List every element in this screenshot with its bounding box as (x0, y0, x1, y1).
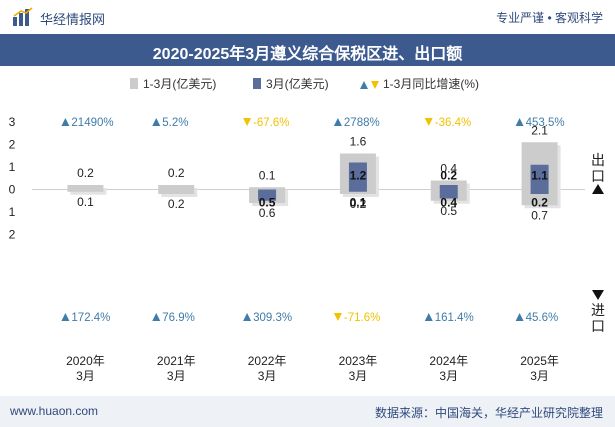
export-growth-up-triangle-icon (61, 118, 70, 126)
y-tick-label: 1 (9, 205, 16, 219)
import-cumulative-label: 0.6 (259, 206, 276, 220)
import-cumulative-label: 0.7 (531, 208, 548, 222)
export-growth-up-triangle-icon (333, 118, 342, 126)
monthly-import-bar (530, 189, 549, 194)
x-category-label: 2020年 (66, 354, 105, 368)
y-tick-label: 1 (9, 160, 16, 174)
monthly-export-bar (348, 162, 367, 190)
import-cumulative-label: 0.1 (77, 195, 94, 209)
x-category-label: 2025年 (520, 354, 559, 368)
import-monthly-label: 0.1 (350, 196, 367, 210)
import-growth-label: 45.6% (526, 312, 559, 324)
export-cumulative-label: 0.4 (440, 162, 457, 176)
import-monthly-label: 0.5 (259, 196, 276, 210)
x-category-label: 3月 (439, 369, 458, 383)
import-growth-down-triangle-icon (333, 313, 342, 321)
x-category-label: 3月 (349, 369, 368, 383)
export-cumulative-label: 1.6 (350, 135, 367, 149)
export-monthly-label: 1.1 (531, 169, 548, 183)
export-cumulative-label: 0.1 (259, 168, 276, 182)
import-growth-label: 161.4% (435, 312, 474, 324)
export-cumulative-label: 0.2 (77, 166, 94, 180)
legend-swatch-cumulative (130, 78, 138, 89)
legend-down-triangle-icon (371, 81, 379, 89)
export-monthly-label: 1.2 (350, 169, 367, 183)
import-growth-up-triangle-icon (61, 313, 70, 321)
up-triangle-icon (592, 184, 604, 194)
export-growth-label: -36.4% (435, 117, 471, 129)
export-growth-up-triangle-icon (152, 118, 161, 126)
title-bar: 2020-2025年3月遵义综合保税区进、出口额 (0, 34, 615, 66)
x-category-label: 3月 (258, 369, 277, 383)
import-growth-up-triangle-icon (424, 313, 433, 321)
monthly-import-bar (439, 189, 458, 199)
import-growth-label: 172.4% (71, 312, 110, 324)
chart-area: 1-3月(亿美元) 3月(亿美元) 1-3月同比增速(%)3210120.20.12… (9, 76, 585, 383)
import-growth-label: 309.3% (253, 312, 292, 324)
y-tick-label: 2 (9, 138, 16, 152)
export-growth-up-triangle-icon (515, 118, 524, 126)
export-growth-label: 2788% (344, 117, 380, 129)
y-tick-label: 3 (9, 115, 16, 129)
down-triangle-icon (592, 290, 604, 300)
x-category-label: 2021年 (157, 354, 196, 368)
legend-swatch-monthly (253, 78, 261, 89)
x-category-label: 2023年 (339, 354, 378, 368)
legend-label: 1-3月同比增速(%) (383, 77, 479, 91)
import-growth-up-triangle-icon (152, 313, 161, 321)
x-category-label: 2024年 (429, 354, 468, 368)
monthly-import-bar (258, 189, 277, 201)
y-tick-label: 0 (9, 183, 16, 197)
footer-bar: www.huaon.com 数据来源：中国海关，华经产业研究院整理 (0, 396, 615, 427)
monthly-export-bar (439, 185, 458, 190)
import-growth-up-triangle-icon (243, 313, 252, 321)
top-bar: 华经情报网 专业严谨 • 客观科学 (0, 0, 615, 34)
monthly-import-bar (348, 189, 367, 192)
export-growth-down-triangle-icon (243, 118, 252, 126)
footer-source: 数据来源：中国海关，华经产业研究院整理 (374, 406, 603, 420)
legend-label: 1-3月(亿美元) (143, 76, 216, 91)
x-category-label: 3月 (167, 369, 186, 383)
import-cumulative-label: 0.2 (350, 197, 367, 211)
tagline: 专业严谨 • 客观科学 (496, 11, 603, 25)
import-growth-label: -71.6% (344, 312, 380, 324)
import-monthly-label: 0.4 (440, 196, 457, 210)
brand-logo-icon (13, 7, 33, 26)
x-category-label: 2022年 (248, 354, 287, 368)
export-growth-label: 5.2% (162, 117, 188, 129)
cumulative-bar (67, 185, 104, 192)
import-cumulative-label: 0.5 (440, 204, 457, 218)
import-monthly-label: 0.2 (531, 196, 548, 210)
cumulative-bar (158, 185, 195, 194)
footer-website: www.huaon.com (10, 404, 99, 418)
export-cumulative-label: 2.1 (531, 123, 548, 137)
legend-up-triangle-icon (360, 81, 368, 89)
export-growth-label: -67.6% (253, 117, 289, 129)
import-side-label: 进口 (591, 302, 605, 334)
import-growth-up-triangle-icon (515, 313, 524, 321)
brand-name: 华经情报网 (40, 12, 106, 27)
y-tick-label: 2 (9, 228, 16, 242)
x-category-label: 3月 (76, 369, 95, 383)
export-growth-down-triangle-icon (424, 118, 433, 126)
chart-title: 2020-2025年3月遵义综合保税区进、出口额 (152, 46, 463, 63)
import-cumulative-label: 0.2 (168, 197, 185, 211)
import-growth-label: 76.9% (162, 312, 195, 324)
export-monthly-label: 0.2 (440, 169, 457, 183)
export-growth-label: 21490% (71, 117, 113, 129)
export-growth-label: 453.5% (526, 117, 565, 129)
export-side-label: 出口 (591, 152, 605, 184)
x-category-label: 3月 (530, 369, 549, 383)
export-cumulative-label: 0.2 (168, 166, 185, 180)
legend-label: 3月(亿美元) (266, 76, 329, 91)
monthly-export-bar (530, 164, 549, 190)
